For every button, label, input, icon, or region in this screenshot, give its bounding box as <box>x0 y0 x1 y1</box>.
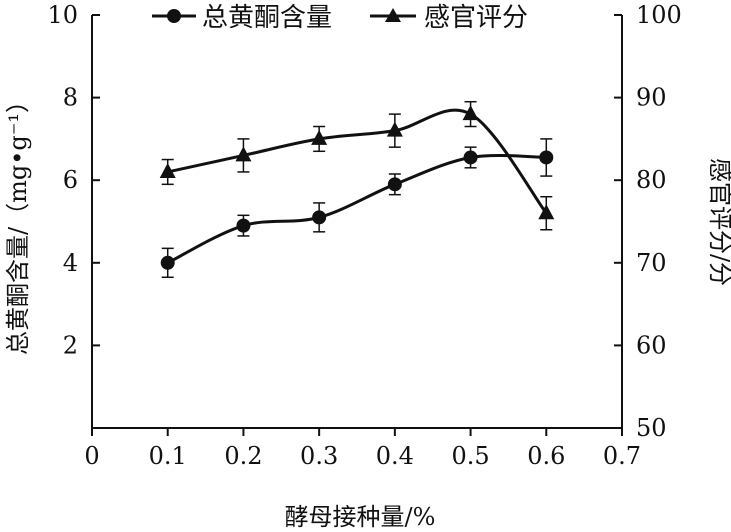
data-point-triangle <box>311 129 328 145</box>
data-point-circle <box>387 177 402 192</box>
series-line-1 <box>167 108 548 215</box>
legend-label-flavonoid: 总黄酮含量 <box>202 3 332 33</box>
data-point-circle <box>160 255 175 270</box>
y-left-tick-label: 2 <box>63 331 78 359</box>
y-right-tick-label: 100 <box>636 1 682 29</box>
x-tick-label: 0.5 <box>451 442 489 470</box>
y-left-tick-label: 8 <box>63 84 78 112</box>
series-line-0 <box>167 153 547 265</box>
y-right-tick-label: 60 <box>636 331 667 359</box>
legend-label-sensory: 感官评分 <box>424 3 528 33</box>
data-point-circle <box>312 210 327 225</box>
data-point-circle <box>463 150 478 165</box>
x-tick-label: 0.3 <box>300 442 338 470</box>
data-point-circle <box>236 218 251 233</box>
data-point-triangle <box>386 121 403 137</box>
data-point-triangle <box>235 146 252 162</box>
x-tick-label: 0.1 <box>149 442 187 470</box>
y-left-tick-label: 10 <box>47 1 78 29</box>
data-point-triangle <box>159 162 176 178</box>
x-tick-label: 0.7 <box>603 442 641 470</box>
legend-marker-triangle <box>385 8 401 22</box>
y-axis-left-title: 总黄酮含量/（mg•g⁻¹） <box>4 89 32 355</box>
y-right-tick-label: 90 <box>636 84 667 112</box>
y-left-tick-label: 4 <box>63 249 78 277</box>
y-right-tick-label: 80 <box>636 166 667 194</box>
data-point-triangle <box>538 204 555 220</box>
y-right-tick-label: 50 <box>636 414 667 442</box>
x-axis-title: 酵母接种量/% <box>285 503 436 531</box>
data-point-triangle <box>462 105 479 121</box>
series-layer <box>159 100 555 279</box>
legend-marker-circle <box>167 9 181 23</box>
data-point-circle <box>539 150 554 165</box>
x-tick-label: 0.2 <box>224 442 262 470</box>
y-left-tick-label: 6 <box>63 166 78 194</box>
legend: 总黄酮含量 感官评分 <box>152 3 528 33</box>
x-tick-label: 0.6 <box>527 442 565 470</box>
axes <box>91 15 623 429</box>
y-right-tick-label: 70 <box>636 249 667 277</box>
x-tick-label: 0.4 <box>376 442 414 470</box>
y-axis-right-title: 感官评分/分 <box>706 158 731 286</box>
ticks: 0 0.1 0.2 0.3 0.4 0.5 0.6 0.7 2 4 6 8 10 50 60 70 80 90 10… <box>47 1 681 470</box>
x-tick-label: 0 <box>84 442 99 470</box>
